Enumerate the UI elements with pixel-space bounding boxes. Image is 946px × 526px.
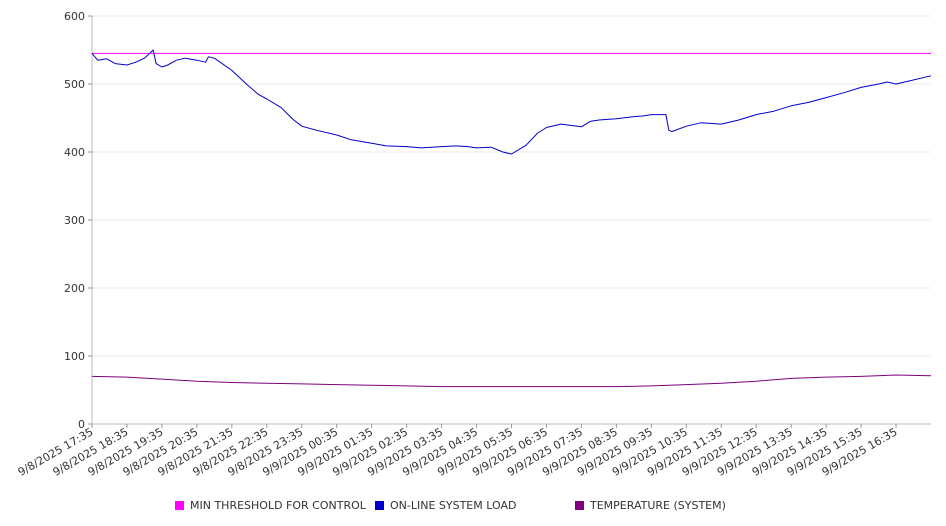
x-axis-ticks: 9/8/2025 17:359/8/2025 18:359/8/2025 19:…	[16, 424, 900, 479]
y-tick-label: 600	[64, 10, 85, 23]
y-tick-label: 300	[64, 214, 85, 227]
y-tick-label: 500	[64, 78, 85, 91]
legend-label: MIN THRESHOLD FOR CONTROL	[190, 499, 367, 512]
legend-label: TEMPERATURE (SYSTEM)	[589, 499, 726, 512]
legend: MIN THRESHOLD FOR CONTROL ON-LINE SYSTEM …	[175, 499, 726, 512]
series-group	[91, 49, 932, 388]
y-tick-label: 0	[78, 418, 85, 431]
series-line-temperature-system	[91, 374, 932, 388]
legend-swatch	[375, 501, 384, 510]
legend-label: ON-LINE SYSTEM LOAD	[390, 499, 516, 512]
legend-item: MIN THRESHOLD FOR CONTROL	[175, 499, 367, 512]
y-tick-label: 400	[64, 146, 85, 159]
legend-item: ON-LINE SYSTEM LOAD	[375, 499, 516, 512]
y-tick-label: 100	[64, 350, 85, 363]
y-axis-ticks: 0 100 200 300 400 500 600	[64, 10, 92, 431]
legend-swatch	[175, 501, 184, 510]
series-line-on-line-system-load	[91, 49, 932, 155]
y-tick-label: 200	[64, 282, 85, 295]
legend-swatch	[575, 501, 584, 510]
legend-item: TEMPERATURE (SYSTEM)	[575, 499, 726, 512]
grid	[92, 15, 931, 357]
